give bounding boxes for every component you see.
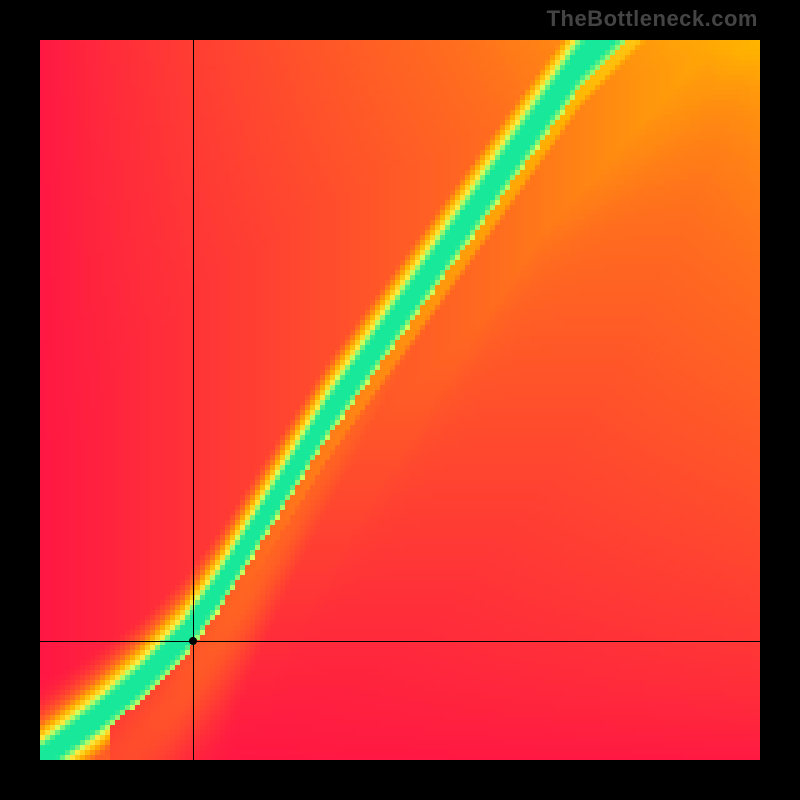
heatmap-plot [40, 40, 760, 760]
crosshair-horizontal [40, 641, 760, 642]
crosshair-vertical [193, 40, 194, 760]
watermark: TheBottleneck.com [547, 6, 758, 32]
marker-dot [189, 637, 197, 645]
heatmap-canvas [40, 40, 760, 760]
